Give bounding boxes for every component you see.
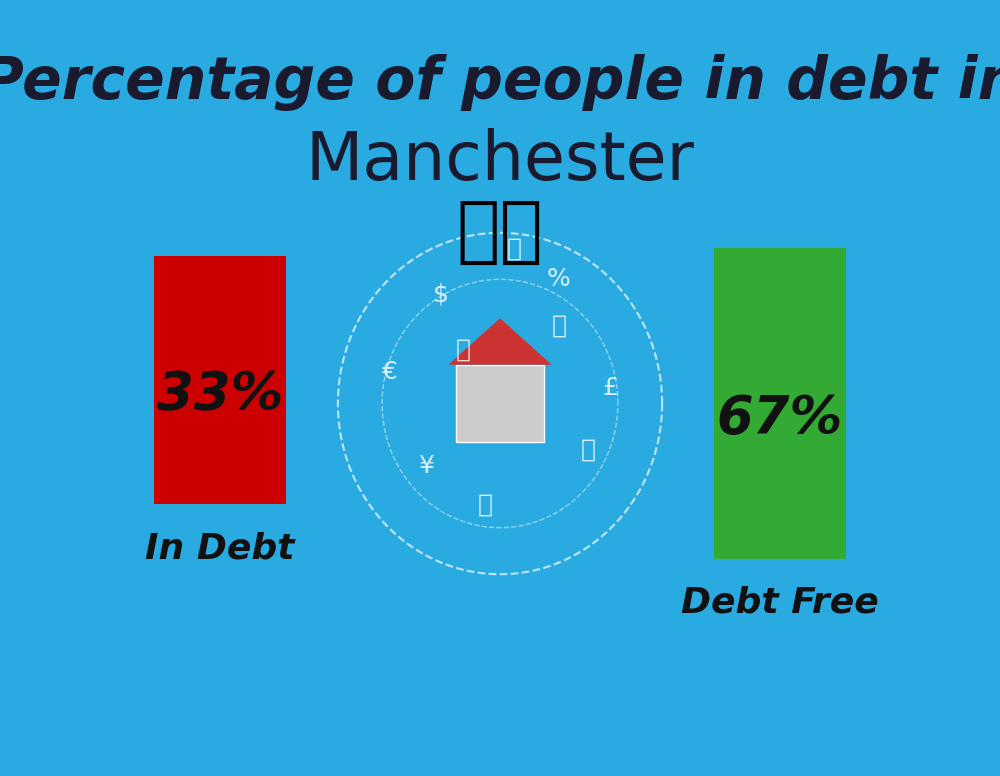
- Text: 💰: 💰: [581, 438, 596, 462]
- Text: 🇬🇧: 🇬🇧: [457, 198, 543, 267]
- Text: Manchester: Manchester: [306, 128, 694, 194]
- Text: 33%: 33%: [157, 369, 283, 422]
- FancyBboxPatch shape: [456, 365, 544, 442]
- Text: £: £: [603, 376, 619, 400]
- Text: 📱: 📱: [551, 314, 566, 338]
- Text: In Debt: In Debt: [145, 532, 295, 566]
- Text: €: €: [382, 361, 397, 384]
- Text: %: %: [547, 268, 571, 291]
- Text: ¥: ¥: [418, 454, 434, 477]
- FancyBboxPatch shape: [154, 256, 286, 504]
- Text: 67%: 67%: [717, 393, 843, 445]
- FancyBboxPatch shape: [714, 248, 846, 559]
- Polygon shape: [448, 318, 552, 365]
- Text: 🚗: 🚗: [478, 493, 493, 516]
- Text: Debt Free: Debt Free: [681, 586, 879, 620]
- Text: 🏠: 🏠: [507, 237, 522, 260]
- Text: 🎓: 🎓: [456, 338, 471, 361]
- Text: Percentage of people in debt in: Percentage of people in debt in: [0, 54, 1000, 111]
- Text: $: $: [433, 283, 449, 307]
